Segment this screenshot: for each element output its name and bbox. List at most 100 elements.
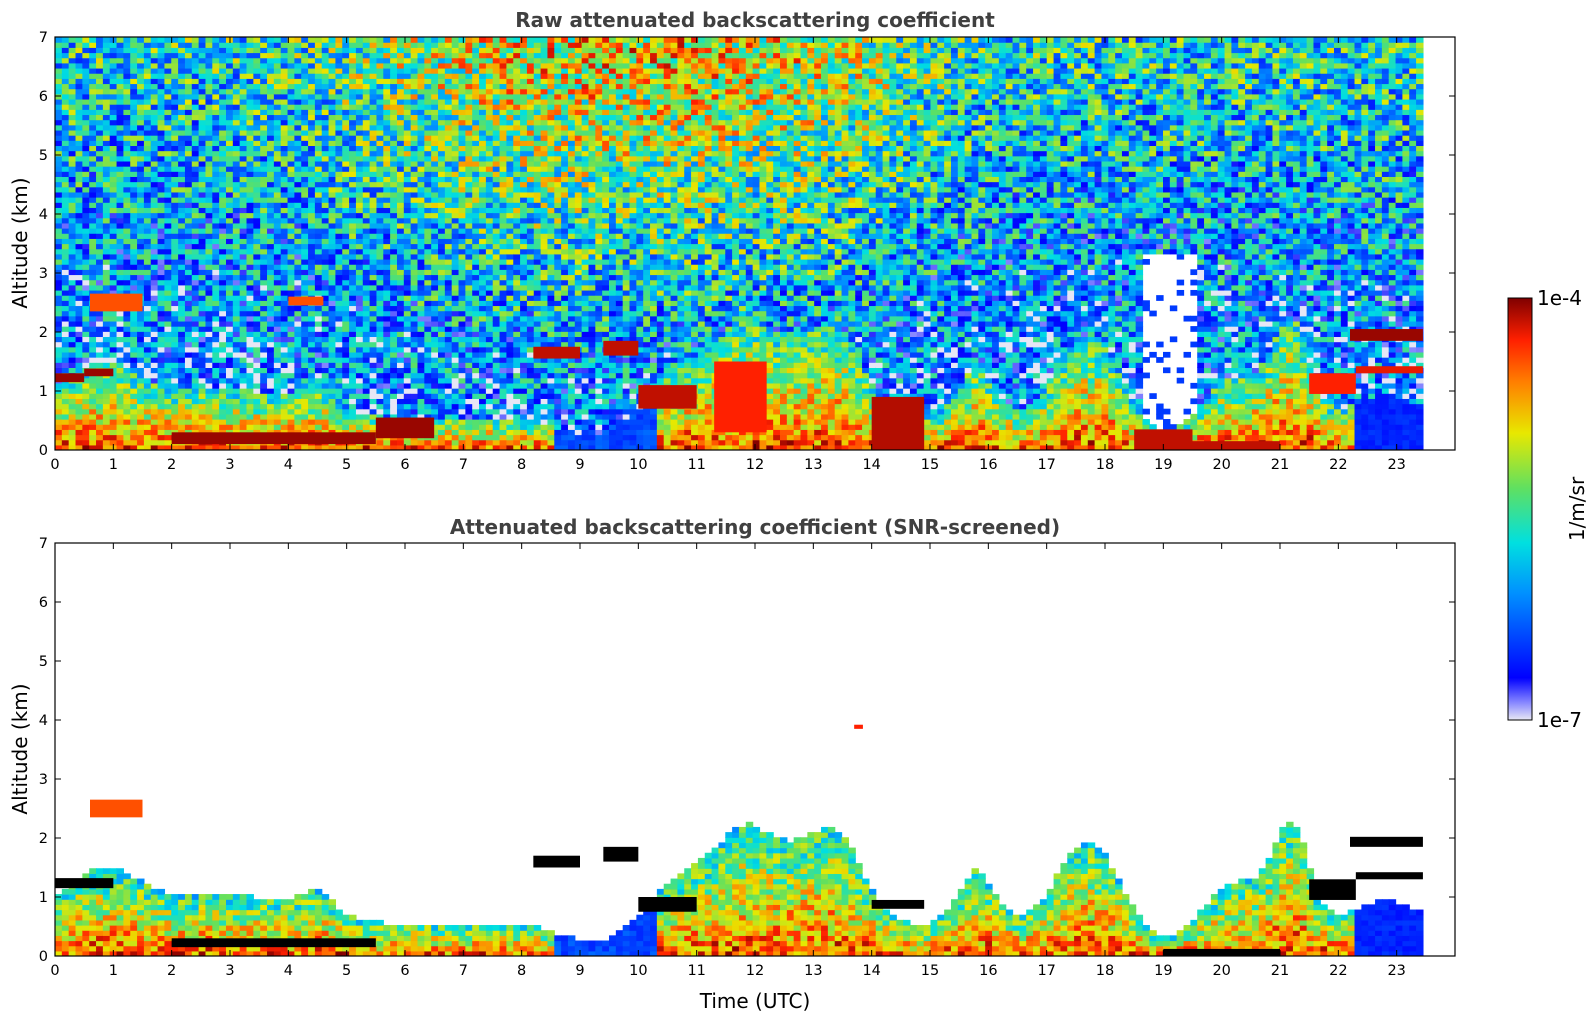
y-tick-label: 3 [39, 266, 48, 282]
x-tick-label: 13 [804, 963, 822, 979]
layer-cell [1350, 836, 1423, 847]
layer-cell [55, 373, 85, 383]
x-tick-label: 16 [979, 963, 997, 979]
layer-cell [603, 340, 639, 356]
y-tick-label: 0 [39, 949, 48, 965]
layer-cell [533, 346, 580, 359]
layer-cell [871, 396, 925, 450]
x-tick-label: 9 [575, 963, 584, 979]
heatmap-raw [55, 37, 1424, 450]
x-tick-label: 1 [109, 457, 118, 473]
x-tick-label: 17 [1037, 963, 1055, 979]
x-tick-label: 11 [687, 963, 705, 979]
x-tick-label: 18 [1096, 457, 1114, 473]
layer-cell [854, 724, 863, 729]
y-tick-label: 1 [39, 384, 48, 400]
chart-panel-raw: Raw attenuated backscattering coefficien… [8, 8, 1456, 473]
x-tick-label: 22 [1329, 963, 1347, 979]
layer-cell [55, 878, 114, 889]
x-tick-label: 0 [50, 457, 59, 473]
x-tick-label: 2 [167, 963, 176, 979]
x-tick-label: 13 [804, 457, 822, 473]
layer-cell [1309, 879, 1356, 900]
x-tick-label: 21 [1271, 457, 1289, 473]
x-tick-label: 15 [921, 963, 939, 979]
y-tick-label: 4 [39, 713, 48, 729]
x-tick-label: 15 [921, 457, 939, 473]
layer-cell [171, 938, 376, 948]
x-tick-label: 19 [1154, 963, 1172, 979]
layer-cell [1355, 872, 1423, 880]
y-tick-label: 1 [39, 890, 48, 906]
x-tick-label: 5 [342, 457, 351, 473]
x-tick-label: 0 [50, 963, 59, 979]
layer-cell [533, 855, 580, 868]
y-tick-label: 6 [39, 89, 48, 105]
x-tick-label: 14 [862, 457, 880, 473]
x-tick-label: 16 [979, 457, 997, 473]
y-axis-label: Altitude (km) [8, 177, 32, 308]
x-tick-label: 23 [1387, 457, 1405, 473]
heatmap-screened [55, 724, 1424, 956]
x-tick-label: 20 [1212, 963, 1230, 979]
layer-cell [871, 899, 925, 909]
colorbar-max-label: 1e-4 [1537, 286, 1582, 310]
y-tick-label: 3 [39, 772, 48, 788]
colorbar-min-label: 1e-7 [1537, 708, 1582, 732]
layer-cell [714, 361, 767, 433]
x-tick-label: 4 [284, 457, 293, 473]
layer-cell [1350, 329, 1423, 341]
y-tick-label: 5 [39, 148, 48, 164]
y-axis: 0 1 2 3 4 5 6 7 [39, 536, 1455, 965]
x-tick-label: 3 [225, 457, 234, 473]
x-tick-label: 7 [459, 963, 468, 979]
layer-cell [1355, 366, 1423, 374]
x-tick-label: 18 [1096, 963, 1114, 979]
x-tick-label: 12 [746, 457, 764, 473]
y-tick-label: 5 [39, 654, 48, 670]
y-tick-label: 0 [39, 443, 48, 459]
chart-panel-screened: Attenuated backscattering coefficient (S… [8, 515, 1456, 1013]
layer-cell [375, 417, 435, 439]
y-tick-label: 2 [39, 325, 48, 341]
x-tick-label: 1 [109, 963, 118, 979]
layer-cell [90, 293, 143, 312]
y-tick-label: 7 [39, 30, 48, 46]
layer-cell [1309, 373, 1356, 394]
x-tick-label: 14 [862, 963, 880, 979]
colorbar-gradient [1507, 297, 1533, 721]
x-tick-label: 5 [342, 963, 351, 979]
x-tick-label: 10 [629, 457, 647, 473]
y-axis-label: Altitude (km) [8, 683, 32, 814]
x-tick-label: 8 [517, 963, 526, 979]
chart-title: Attenuated backscattering coefficient (S… [450, 515, 1060, 539]
x-tick-label: 19 [1154, 457, 1172, 473]
y-tick-label: 2 [39, 831, 48, 847]
y-tick-label: 6 [39, 595, 48, 611]
x-tick-label: 6 [400, 457, 409, 473]
layer-cell [638, 897, 697, 912]
y-tick-label: 7 [39, 536, 48, 552]
layer-cell [1192, 441, 1280, 450]
layer-cell [171, 432, 376, 445]
x-tick-label: 6 [400, 963, 409, 979]
x-tick-label: 20 [1212, 457, 1230, 473]
layer-cell [288, 296, 324, 306]
x-tick-label: 23 [1387, 963, 1405, 979]
x-tick-label: 11 [687, 457, 705, 473]
layer-cell [90, 799, 143, 818]
x-tick-label: 4 [284, 963, 293, 979]
x-tick-label: 22 [1329, 457, 1347, 473]
x-axis-label: Time (UTC) [699, 989, 811, 1013]
y-tick-label: 4 [39, 207, 48, 223]
x-axis: 0 1 2 3 4 5 6 7 8 9 10 11 12 13 14 15 16 17 18 19 20 21 22 23 [50, 543, 1406, 979]
layer-cell [84, 368, 114, 377]
chart-title: Raw attenuated backscattering coefficien… [515, 8, 995, 32]
x-tick-label: 17 [1037, 457, 1055, 473]
x-tick-label: 9 [575, 457, 584, 473]
x-tick-label: 21 [1271, 963, 1289, 979]
x-tick-label: 7 [459, 457, 468, 473]
layer-cell [1134, 429, 1193, 450]
x-axis: 0 1 2 3 4 5 6 7 8 9 10 11 12 13 14 15 16 17 18 19 20 21 22 23 [50, 37, 1406, 473]
